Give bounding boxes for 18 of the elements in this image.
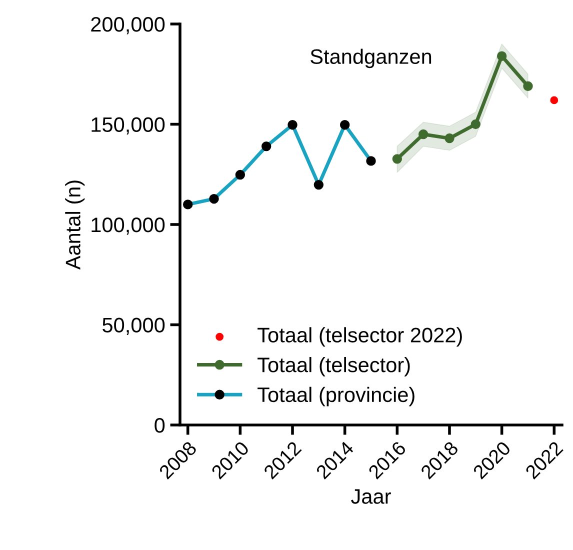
y-axis-title: Aantal (n): [65, 180, 85, 270]
legend-label: Totaal (telsector): [258, 356, 410, 376]
point: [444, 133, 454, 144]
point: [550, 96, 558, 104]
point: [392, 154, 402, 164]
y-tick-label: 50,000: [102, 318, 165, 335]
point: [523, 81, 533, 92]
y-tick-label: 100,000: [92, 218, 165, 235]
legend-label: Totaal (telsector 2022): [258, 327, 462, 347]
x-axis-title: Jaar: [351, 489, 391, 504]
point: [470, 119, 481, 130]
y-tick-label: 150,000: [92, 117, 165, 134]
point: [418, 129, 428, 140]
point: [496, 51, 507, 61]
text: Standganzen: [310, 48, 432, 68]
y-tick-label: 200,000: [91, 17, 165, 34]
y-tick-label: 0: [154, 418, 165, 433]
legend-label: Totaal (provincie): [258, 386, 414, 406]
